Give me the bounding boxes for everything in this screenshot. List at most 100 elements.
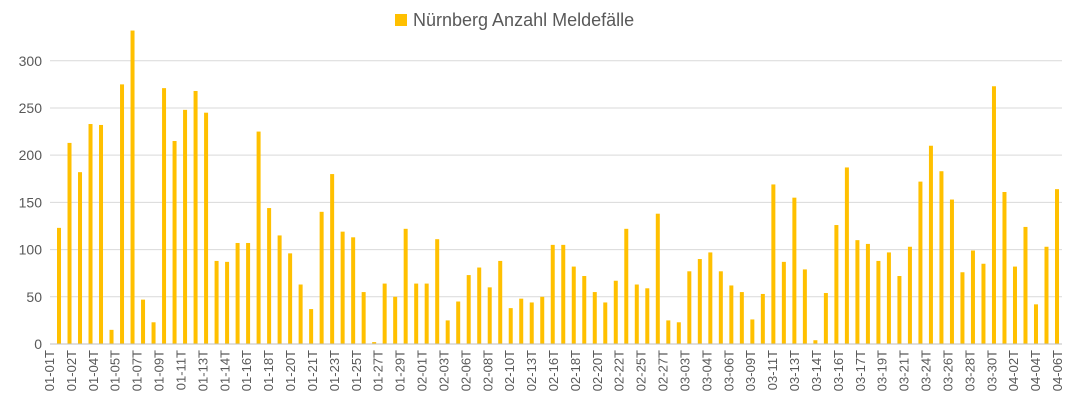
legend: Nürnberg Anzahl Meldefälle (395, 8, 634, 32)
x-tick-label: 01-20T (283, 350, 298, 391)
bar (708, 252, 713, 344)
bar (382, 283, 387, 344)
x-tick-label: 03-24T (919, 350, 934, 391)
bar (183, 109, 188, 344)
gridlines (50, 60, 1062, 298)
x-tick-label: 02-22T (612, 350, 627, 391)
bar (88, 124, 93, 345)
bar (897, 276, 902, 344)
bar (718, 271, 723, 344)
legend-swatch (395, 14, 407, 26)
x-tick-label: 02-08T (480, 350, 495, 391)
bar (907, 246, 912, 344)
bar (981, 263, 986, 344)
bar (571, 266, 576, 344)
bar (949, 199, 954, 344)
bar (319, 211, 324, 344)
x-tick-label: 03-16T (831, 350, 846, 391)
bar (477, 267, 482, 344)
bar (582, 276, 587, 344)
legend-label: Nürnberg Anzahl Meldefälle (413, 9, 635, 30)
bar (288, 253, 293, 344)
x-tick-label: 03-17T (853, 350, 868, 391)
x-tick-label: 02-03T (436, 350, 451, 391)
bar (529, 302, 534, 344)
bar (802, 269, 807, 344)
bar (918, 181, 923, 344)
bar (886, 252, 891, 344)
bar (235, 242, 240, 344)
x-tick-label: 01-18T (261, 350, 276, 391)
x-tick-label: 02-16T (546, 350, 561, 391)
bar (813, 340, 818, 344)
x-tick-label: 03-13T (787, 350, 802, 391)
bar (330, 174, 335, 344)
bar (519, 298, 524, 344)
bar (687, 271, 692, 344)
bar (277, 235, 282, 344)
bar (540, 296, 545, 344)
bar (361, 292, 366, 344)
bar (214, 260, 219, 344)
bar (697, 259, 702, 344)
bar (445, 320, 450, 344)
bar (1055, 189, 1059, 344)
bar (750, 319, 755, 344)
bar (498, 260, 503, 344)
y-tick-label: 150 (19, 194, 43, 210)
bar (960, 272, 965, 344)
bar (855, 240, 860, 344)
bar (781, 261, 786, 344)
bar (508, 308, 513, 344)
y-tick-label: 300 (19, 53, 43, 69)
bar (771, 184, 776, 344)
x-tick-label: 01-27T (371, 350, 386, 391)
x-tick-label: 02-20T (590, 350, 605, 391)
bar (729, 285, 734, 344)
x-tick-label: 01-04T (86, 350, 101, 391)
x-tick-label: 01-16T (239, 350, 254, 391)
bar (739, 292, 744, 344)
y-tick-label: 250 (19, 100, 43, 116)
bar (834, 225, 839, 344)
bar (939, 171, 944, 344)
bar (760, 293, 765, 344)
bar (141, 299, 146, 344)
x-tick-label: 02-06T (458, 350, 473, 391)
bar (162, 88, 167, 344)
bar (1012, 266, 1017, 344)
x-tick-label: 03-19T (875, 350, 890, 391)
bar (109, 329, 114, 344)
bar (645, 288, 650, 344)
bar (592, 292, 597, 344)
x-tick-label: 02-13T (524, 350, 539, 391)
x-tick-label: 01-25T (349, 350, 364, 391)
bar (876, 260, 881, 344)
bar (193, 90, 198, 344)
y-tick-label: 200 (19, 147, 43, 163)
x-tick-label: 01-23T (327, 350, 342, 391)
x-tick-label: 04-02T (1006, 350, 1021, 391)
bar (487, 287, 492, 344)
x-tick-label: 02-01T (415, 350, 430, 391)
bar (151, 322, 156, 344)
x-tick-label: 02-25T (634, 350, 649, 391)
bar (550, 244, 555, 344)
x-tick-label: 03-21T (897, 350, 912, 391)
x-tick-label: 01-29T (393, 350, 408, 391)
bar (613, 280, 618, 344)
bar (466, 275, 471, 344)
bar (130, 30, 135, 345)
x-tick-label: 01-09T (152, 350, 167, 391)
x-tick-label: 03-06T (721, 350, 736, 391)
bar (1002, 192, 1007, 344)
x-tick-label: 02-27T (656, 350, 671, 391)
bar (1023, 226, 1028, 344)
x-tick-label: 04-04T (1028, 350, 1043, 391)
bar (970, 250, 975, 344)
x-tick-label: 01-11T (173, 350, 188, 390)
bar (634, 284, 639, 344)
bar (666, 320, 671, 344)
x-tick-label: 02-18T (568, 350, 583, 391)
